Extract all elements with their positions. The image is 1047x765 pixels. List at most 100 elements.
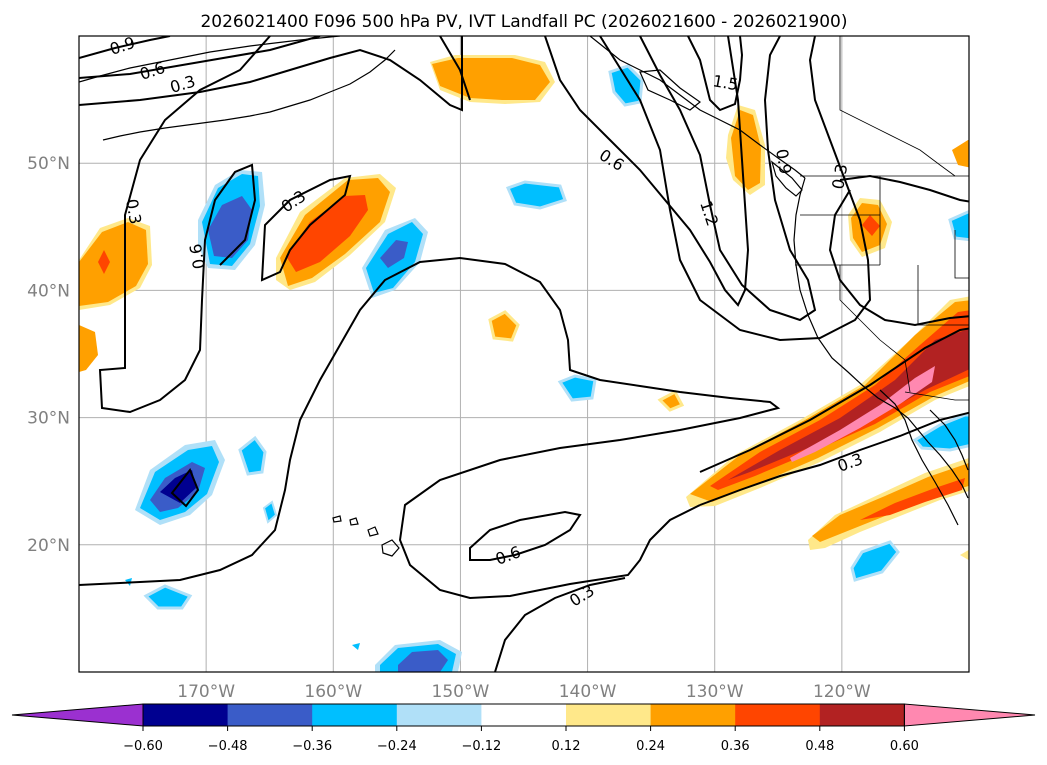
small-blob-1 <box>488 310 520 342</box>
figure-title: 2026021400 F096 500 hPa PV, IVT Landfall… <box>200 12 847 32</box>
contour-west-0.3 <box>98 36 271 414</box>
coastlines <box>79 36 969 557</box>
small-blob-3 <box>960 549 969 561</box>
colorbar-segment <box>819 704 905 726</box>
colorbar-segment <box>650 704 736 726</box>
central-lobe-red <box>286 195 368 272</box>
contour-1.5 <box>687 36 744 112</box>
lon-tick-label: 130°W <box>686 682 744 702</box>
us-mexico-border <box>904 391 969 401</box>
lat-tick-label: 50°N <box>27 154 70 174</box>
subtropical-band-orange <box>812 463 969 542</box>
neg-center-core <box>380 240 408 268</box>
colorbar-segment <box>143 704 229 726</box>
colorbar-segment <box>227 704 313 726</box>
aleutian-chain <box>102 49 396 141</box>
se-alaska-coast <box>589 36 806 179</box>
lat-tick-label: 40°N <box>27 281 70 301</box>
contour-0.6-main <box>79 256 781 600</box>
map-panel: 0.9 0.6 0.3 1.5 0.6 1.2 0.9 0.3 0.3 0.3 … <box>78 33 970 673</box>
contour-0.3-south <box>494 577 626 672</box>
contour-ar-upper <box>699 327 969 473</box>
lat-tick-label: 30°N <box>27 409 70 429</box>
colorbar-tick-label: 0.24 <box>636 739 665 754</box>
contour-0.3-east <box>839 174 969 203</box>
ar-plume-pink <box>790 366 935 462</box>
colorbar: −0.60 −0.48 −0.36 −0.24 −0.12 0.12 0.24 … <box>11 703 1036 754</box>
contour-0.6-inner-loop <box>469 510 582 561</box>
map-frame <box>78 35 970 673</box>
lat-tick-labels: 50°N 40°N 30°N 20°N <box>27 154 70 556</box>
contour-label: 0.9 <box>772 147 795 175</box>
colorbar-segments <box>11 703 1036 731</box>
neg-baja <box>850 540 900 582</box>
us-west-coast <box>793 177 969 499</box>
colorbar-segment <box>481 704 567 726</box>
bc-coast-orange <box>731 110 761 190</box>
contour-0.9 <box>599 36 872 342</box>
colorbar-tick-label: −0.48 <box>208 739 248 754</box>
west-lobe-orange <box>79 222 148 306</box>
contour-gulf-alaska-loop <box>439 36 471 101</box>
ne-corner-orange <box>952 140 969 168</box>
colorbar-tick-label: 0.12 <box>552 739 581 754</box>
west-edge-orange <box>79 325 98 372</box>
colorbar-tick-label: 0.48 <box>805 739 834 754</box>
neg-mid-small-4 <box>143 584 193 610</box>
colorbar-segment <box>735 704 821 726</box>
contour-0.3-southeast <box>699 411 969 506</box>
state-border-5 <box>954 230 969 279</box>
hawaii-kauai <box>332 515 342 523</box>
lat-tick-label: 20°N <box>27 536 70 556</box>
ar-plume-red <box>710 310 969 490</box>
colorbar-tick-label: −0.12 <box>461 739 501 754</box>
contour-1.2 <box>639 36 817 322</box>
colorbar-segment <box>312 704 398 726</box>
contour-sw-closed <box>170 468 200 508</box>
alaska-canada-border <box>839 36 956 177</box>
contour-central-0.3 <box>260 174 352 282</box>
alaska-peninsula-coast <box>79 36 341 83</box>
colorbar-tick-label: −0.60 <box>123 739 163 754</box>
state-border-4 <box>839 265 911 393</box>
colorbar-extend-min <box>11 703 144 727</box>
lon-tick-label: 120°W <box>813 682 871 702</box>
map-background <box>79 36 969 672</box>
colorbar-tick-label: −0.24 <box>377 739 417 754</box>
baja-coast <box>879 389 959 526</box>
hawaii-maui <box>367 526 379 537</box>
colorbar-tick-label: 0.60 <box>890 739 919 754</box>
contour-0.6-north <box>79 36 321 79</box>
neg-mid-small-3 <box>238 435 267 476</box>
positive-shading <box>79 55 969 561</box>
lon-tick-labels: 170°W 160°W 150°W 140°W 130°W 120°W <box>177 682 871 702</box>
contour-label: 0.3 <box>828 162 851 190</box>
contour-label: 1.5 <box>711 71 739 94</box>
lon-tick-label: 140°W <box>559 682 617 702</box>
lon-tick-label: 150°W <box>432 682 490 702</box>
contour-label: 0.6 <box>186 242 209 270</box>
neg-mid-small-5 <box>262 500 278 524</box>
colorbar-outline <box>142 703 905 727</box>
neg-mid-small-2 <box>557 374 597 402</box>
neg-west-core <box>208 196 252 258</box>
contour-labels: 0.9 0.6 0.3 1.5 0.6 1.2 0.9 0.3 0.3 0.3 … <box>107 33 865 610</box>
west-lobe-red <box>98 250 110 274</box>
lon-tick-label: 170°W <box>177 682 235 702</box>
contour-0.9-north <box>79 36 171 59</box>
neg-mid-small-1 <box>505 180 567 210</box>
contour-label: 0.3 <box>122 197 145 225</box>
contour-0.6-alaska-trough <box>544 36 750 307</box>
colorbar-segment <box>396 704 482 726</box>
interior-lobe-red <box>862 215 880 236</box>
bc-islands <box>639 69 702 111</box>
hawaii-big-island <box>381 539 400 557</box>
small-blob-2 <box>657 389 685 412</box>
contour-label: 0.9 <box>107 33 137 59</box>
colorbar-tick-label: 0.36 <box>721 739 750 754</box>
contour-0.3-east-loop <box>828 189 969 327</box>
lon-tick-label: 160°W <box>304 682 362 702</box>
vancouver-island <box>770 160 803 197</box>
neg-dot-2 <box>352 643 360 650</box>
